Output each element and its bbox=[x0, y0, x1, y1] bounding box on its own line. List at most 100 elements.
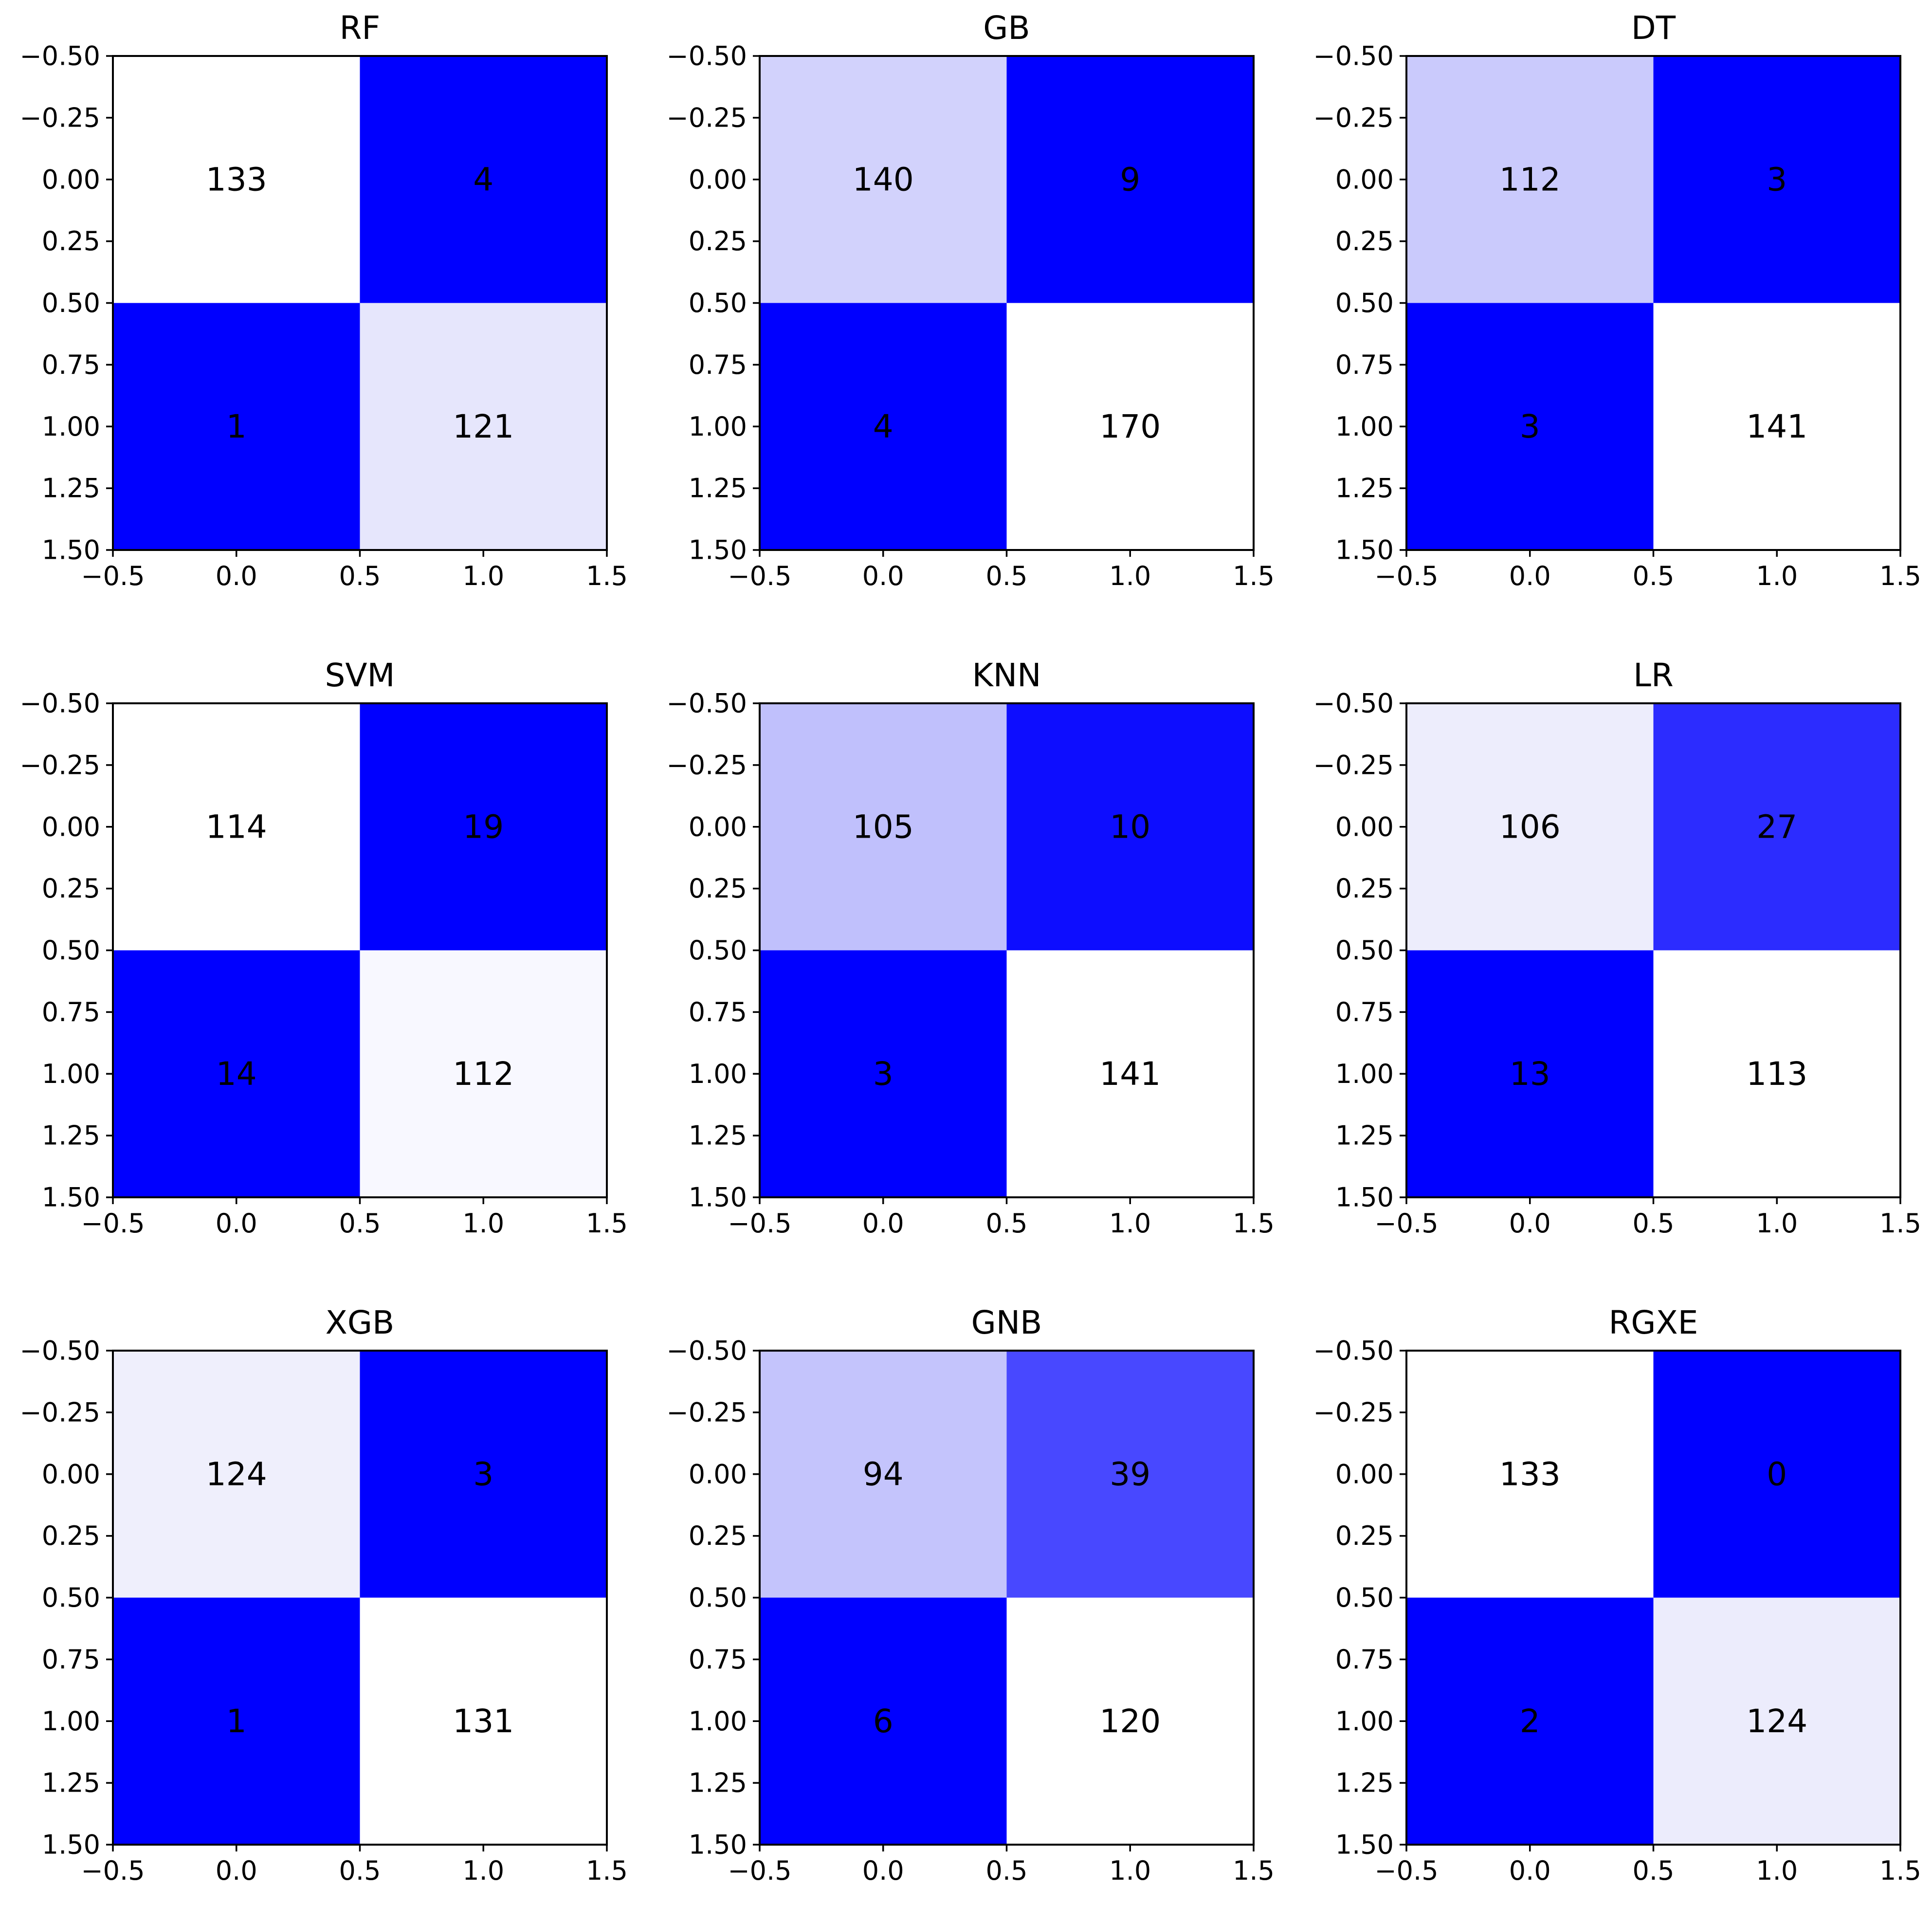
x-tick-label: −0.5 bbox=[728, 1208, 791, 1239]
matrix-cell-1-1 bbox=[1006, 1597, 1254, 1845]
subplot-title: LR bbox=[1633, 657, 1674, 694]
x-tick-label: 0.0 bbox=[1509, 561, 1551, 591]
y-tick-label: 0.75 bbox=[1335, 1644, 1394, 1675]
subplot-title: GNB bbox=[971, 1304, 1042, 1341]
y-tick-label: −0.25 bbox=[667, 750, 747, 780]
cell-value-label: 112 bbox=[1499, 161, 1561, 198]
matrix-cell-0-1 bbox=[1653, 1351, 1900, 1598]
y-tick-label: −0.50 bbox=[20, 41, 100, 72]
cell-value-label: 106 bbox=[1499, 808, 1561, 845]
y-tick-label: 0.75 bbox=[689, 349, 747, 380]
subplot-title: GB bbox=[983, 9, 1030, 47]
cell-value-label: 3 bbox=[473, 1455, 493, 1493]
cell-value-label: 3 bbox=[873, 1055, 893, 1093]
cell-value-label: 113 bbox=[1746, 1055, 1807, 1093]
x-tick-label: 1.5 bbox=[1879, 561, 1921, 591]
subplot-title: RF bbox=[340, 9, 381, 47]
y-tick-label: −0.50 bbox=[1313, 1336, 1394, 1366]
y-tick-label: 0.75 bbox=[689, 997, 747, 1027]
y-tick-label: 0.50 bbox=[689, 1582, 747, 1613]
x-tick-label: 0.5 bbox=[339, 561, 381, 591]
y-tick-label: 1.25 bbox=[1335, 1120, 1394, 1151]
matrix-cell-1-0 bbox=[113, 950, 360, 1197]
y-tick-label: 0.50 bbox=[42, 288, 100, 318]
y-tick-label: −0.25 bbox=[20, 1397, 100, 1428]
cell-value-label: 120 bbox=[1099, 1703, 1161, 1740]
cell-value-label: 112 bbox=[453, 1055, 514, 1093]
matrix-cell-1-1 bbox=[360, 303, 607, 550]
x-tick-label: −0.5 bbox=[1374, 561, 1438, 591]
y-tick-label: −0.25 bbox=[667, 102, 747, 133]
x-tick-label: 1.0 bbox=[1756, 1208, 1798, 1239]
y-tick-label: 1.00 bbox=[1335, 411, 1394, 442]
y-tick-label: 1.50 bbox=[42, 1182, 100, 1213]
y-tick-label: −0.50 bbox=[20, 688, 100, 719]
matrix-cell-1-1 bbox=[1653, 1597, 1900, 1845]
y-tick-label: −0.25 bbox=[20, 750, 100, 780]
matrix-cell-0-0 bbox=[1406, 703, 1654, 951]
x-tick-label: −0.5 bbox=[728, 1855, 791, 1886]
y-tick-label: −0.25 bbox=[1313, 1397, 1394, 1428]
x-tick-label: −0.5 bbox=[81, 1208, 145, 1239]
subplot-title: KNN bbox=[972, 657, 1041, 694]
y-tick-label: 1.00 bbox=[689, 1706, 747, 1737]
cell-value-label: 141 bbox=[1746, 408, 1807, 445]
y-tick-label: −0.50 bbox=[667, 688, 747, 719]
x-tick-label: −0.5 bbox=[81, 1855, 145, 1886]
matrix-cell-0-0 bbox=[760, 703, 1007, 951]
cell-value-label: 141 bbox=[1099, 1055, 1161, 1093]
y-tick-label: 1.25 bbox=[42, 1120, 100, 1151]
x-tick-label: 1.0 bbox=[1109, 561, 1151, 591]
x-tick-label: 1.5 bbox=[586, 1855, 628, 1886]
y-tick-label: −0.50 bbox=[667, 41, 747, 72]
y-tick-label: 1.50 bbox=[1335, 1830, 1394, 1860]
y-tick-label: 1.50 bbox=[42, 535, 100, 566]
y-tick-label: 1.50 bbox=[689, 535, 747, 566]
y-tick-label: 0.25 bbox=[1335, 873, 1394, 904]
x-tick-label: 0.0 bbox=[862, 1208, 904, 1239]
y-tick-label: 1.50 bbox=[689, 1182, 747, 1213]
y-tick-label: 0.25 bbox=[42, 226, 100, 256]
cell-value-label: 3 bbox=[1767, 161, 1787, 198]
y-tick-label: −0.25 bbox=[1313, 102, 1394, 133]
y-tick-label: 0.50 bbox=[42, 935, 100, 966]
cell-value-label: 131 bbox=[453, 1703, 514, 1740]
y-tick-label: 0.75 bbox=[42, 1644, 100, 1675]
y-tick-label: −0.25 bbox=[20, 102, 100, 133]
y-tick-label: 0.25 bbox=[689, 226, 747, 256]
x-tick-label: 1.5 bbox=[586, 1208, 628, 1239]
matrix-cell-0-0 bbox=[1406, 1351, 1654, 1598]
cell-value-label: 19 bbox=[463, 808, 504, 845]
x-tick-label: 0.5 bbox=[339, 1855, 381, 1886]
matrix-cell-0-0 bbox=[1406, 56, 1654, 303]
subplot-xgb: 124 3 1 131 XGB −0.5 0.0 0.5 1.0 1.5 −0.50 −0.25 0.0… bbox=[20, 1304, 628, 1886]
cell-value-label: 9 bbox=[1120, 161, 1140, 198]
cell-value-label: 3 bbox=[1520, 408, 1540, 445]
y-tick-label: −0.25 bbox=[667, 1397, 747, 1428]
y-tick-label: −0.50 bbox=[667, 1336, 747, 1366]
y-tick-label: 0.50 bbox=[689, 935, 747, 966]
y-tick-label: 0.50 bbox=[1335, 935, 1394, 966]
cell-value-label: 27 bbox=[1756, 808, 1797, 845]
y-tick-label: 1.00 bbox=[1335, 1706, 1394, 1737]
y-tick-label: 1.00 bbox=[689, 411, 747, 442]
cell-value-label: 121 bbox=[453, 408, 514, 445]
matrix-cell-1-0 bbox=[760, 1597, 1007, 1845]
subplot-svm: 114 19 14 112 SVM −0.5 0.0 0.5 1.0 1.5 −0.50 −0.25 0… bbox=[20, 657, 628, 1239]
cell-value-label: 124 bbox=[206, 1455, 267, 1493]
y-tick-label: 1.00 bbox=[1335, 1059, 1394, 1089]
x-tick-label: 1.0 bbox=[1109, 1855, 1151, 1886]
matrix-cell-1-1 bbox=[1653, 303, 1900, 550]
matrix-cell-1-1 bbox=[360, 950, 607, 1197]
y-tick-label: 0.00 bbox=[1335, 164, 1394, 195]
x-tick-label: 0.0 bbox=[1509, 1208, 1551, 1239]
x-tick-label: 0.0 bbox=[216, 1208, 257, 1239]
matrix-cell-1-0 bbox=[113, 303, 360, 550]
y-tick-label: 0.75 bbox=[42, 997, 100, 1027]
y-tick-label: 1.25 bbox=[1335, 1768, 1394, 1798]
x-tick-label: 0.5 bbox=[986, 1208, 1028, 1239]
subplot-title: XGB bbox=[326, 1304, 395, 1341]
y-tick-label: 1.00 bbox=[42, 1706, 100, 1737]
x-tick-label: 1.5 bbox=[1879, 1208, 1921, 1239]
y-tick-label: 0.50 bbox=[42, 1582, 100, 1613]
